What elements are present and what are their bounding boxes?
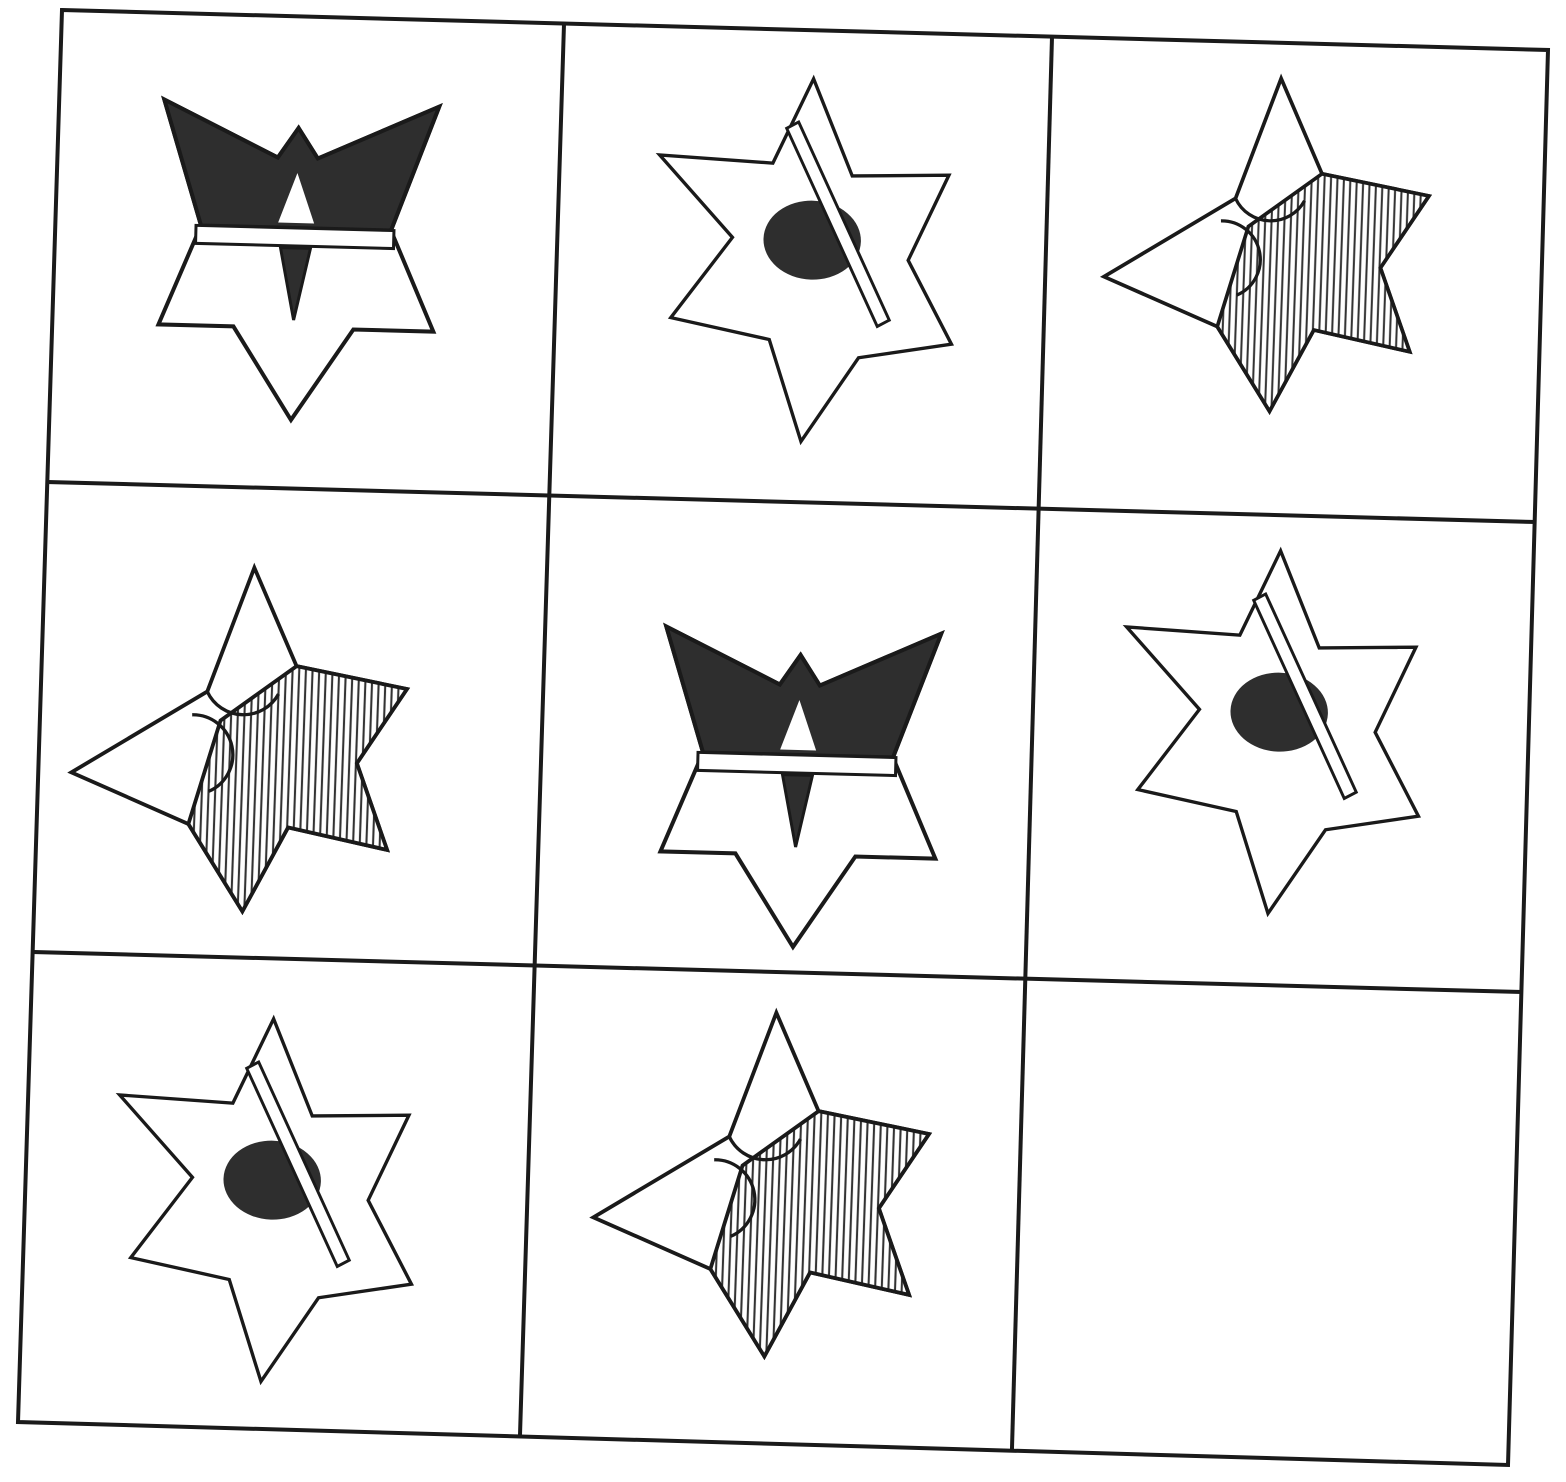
cell-r3-c1 bbox=[108, 1011, 423, 1389]
cell-r2-c1 bbox=[64, 559, 413, 919]
cell-r1-c2 bbox=[648, 71, 963, 449]
cell-r3-c2 bbox=[586, 1004, 935, 1364]
star-ellipse-figure bbox=[108, 1011, 423, 1389]
star-hatched-figure bbox=[64, 559, 413, 919]
grid-line-col-1 bbox=[517, 21, 567, 1438]
cell-r1-c1 bbox=[154, 97, 442, 426]
cell-r2-c2 bbox=[656, 624, 944, 953]
cell-r2-c3 bbox=[1115, 543, 1430, 921]
grid-lines bbox=[15, 7, 1551, 1468]
star-hatched-figure bbox=[1097, 70, 1435, 419]
cell-r3-c3-empty[interactable] bbox=[1018, 985, 1518, 1462]
cell-r1-c3 bbox=[1097, 70, 1435, 419]
grid-line-col-2 bbox=[1009, 34, 1055, 1451]
grid-line-row-1 bbox=[45, 479, 1537, 525]
star-ellipse-figure bbox=[648, 71, 963, 449]
star-hatched-figure bbox=[586, 1004, 935, 1364]
star-bowtie-figure bbox=[154, 97, 442, 426]
answer-slot bbox=[1018, 985, 1518, 1462]
star-bowtie-figure bbox=[656, 624, 944, 953]
star-ellipse-figure bbox=[1115, 543, 1430, 921]
grid-line-row-2 bbox=[31, 949, 1523, 995]
